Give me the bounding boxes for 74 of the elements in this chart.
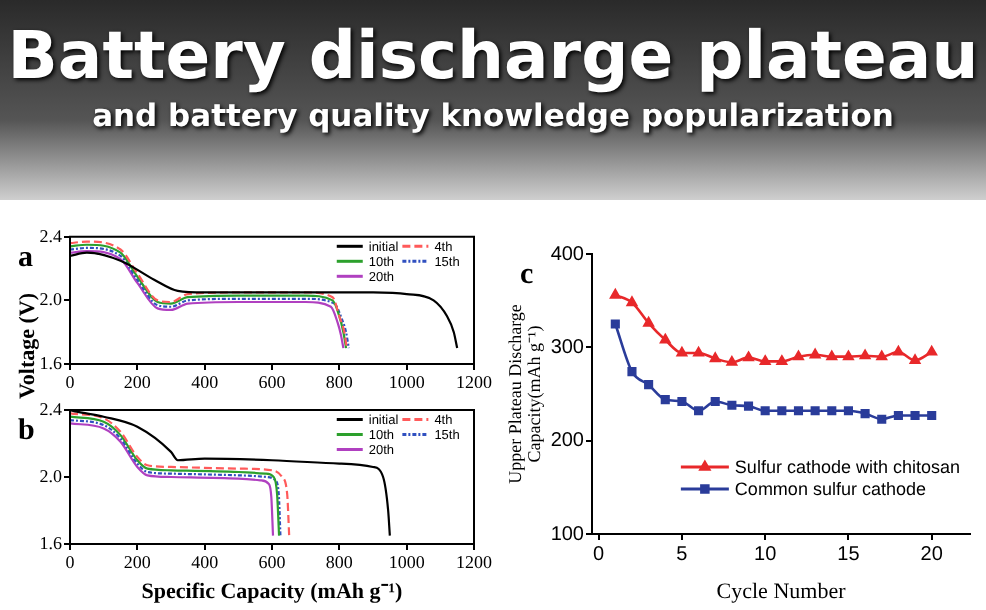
- text: c: [520, 258, 534, 291]
- point: [694, 406, 704, 416]
- point: [610, 319, 620, 329]
- point: [809, 348, 821, 359]
- y-tick-label: 400: [550, 243, 585, 266]
- point: [843, 350, 854, 361]
- y-tick-label: 1.6: [39, 532, 63, 553]
- y-tick-label: 2.0: [39, 289, 63, 310]
- point: [827, 406, 837, 416]
- y-axis-title: Upper Plateau Discharge Capacity(mAh g⁻¹): [504, 304, 545, 484]
- point: [759, 355, 771, 365]
- point: [876, 350, 888, 361]
- point: [893, 410, 903, 421]
- y-tick-label: 300: [550, 336, 585, 359]
- x-tick-label: 600: [258, 371, 287, 392]
- x-axis-title: Cycle Number: [716, 579, 847, 604]
- x-tick-label: 0: [65, 551, 76, 572]
- chart-subtitle: and battery quality knowledge popularization: [90, 96, 896, 136]
- point: [793, 406, 804, 416]
- point: [843, 406, 853, 416]
- x-tick-label: 200: [123, 551, 152, 572]
- y-tick-label: 1.6: [39, 352, 63, 373]
- x-tick-label: 1000: [388, 551, 426, 572]
- point: [710, 396, 720, 407]
- x-tick-label: 10: [754, 543, 778, 566]
- point: [793, 350, 804, 361]
- x-tick-label: 400: [191, 551, 220, 572]
- point: [727, 400, 737, 410]
- legend-label: Sulfur cathode with chitosan: [734, 456, 961, 477]
- x-tick-label: 800: [325, 371, 354, 392]
- point: [660, 395, 670, 405]
- y-tick-label: 100: [550, 523, 585, 546]
- y-axis-title: Voltage (V): [16, 292, 40, 400]
- text: b: [18, 414, 35, 447]
- point: [860, 409, 870, 419]
- point: [909, 354, 921, 364]
- y-tick-label: 2.4: [39, 225, 63, 246]
- legend-label: Common sulfur cathode: [734, 478, 926, 499]
- point: [927, 410, 937, 421]
- point: [777, 406, 787, 416]
- x-tick-label: 1000: [388, 371, 426, 392]
- point: [859, 349, 871, 360]
- point: [877, 414, 887, 424]
- x-axis-title: Specific Capacity (mAh g⁻¹): [141, 579, 404, 604]
- x-tick-label: 200: [123, 371, 152, 392]
- x-tick-label: 800: [325, 551, 354, 572]
- x-tick-label: 1200: [456, 371, 493, 392]
- point: [644, 380, 654, 390]
- x-tick-label: 600: [258, 551, 287, 572]
- x-tick-label: 15: [837, 543, 861, 566]
- y-tick-label: 2.0: [39, 465, 63, 486]
- chart-title: Battery discharge plateau: [5, 14, 981, 96]
- point: [826, 350, 838, 361]
- point: [627, 367, 637, 377]
- point: [709, 352, 721, 363]
- x-tick-label: 1200: [456, 551, 493, 572]
- point: [810, 406, 820, 416]
- point: [626, 296, 638, 307]
- point: [910, 410, 920, 421]
- point: [726, 356, 738, 366]
- y-tick-label: 2.4: [39, 398, 63, 419]
- x-tick-label: 5: [676, 543, 689, 566]
- point: [659, 333, 671, 344]
- point: [776, 355, 788, 365]
- y-tick-label: 200: [550, 430, 585, 453]
- x-tick-label: 20: [920, 543, 944, 566]
- x-tick-label: 400: [191, 371, 220, 392]
- x-tick-label: 0: [65, 371, 76, 392]
- point: [677, 396, 687, 407]
- point: [743, 351, 754, 362]
- text: a: [18, 241, 34, 274]
- point: [760, 406, 770, 416]
- point: [743, 401, 754, 411]
- x-tick-label: 0: [593, 543, 606, 566]
